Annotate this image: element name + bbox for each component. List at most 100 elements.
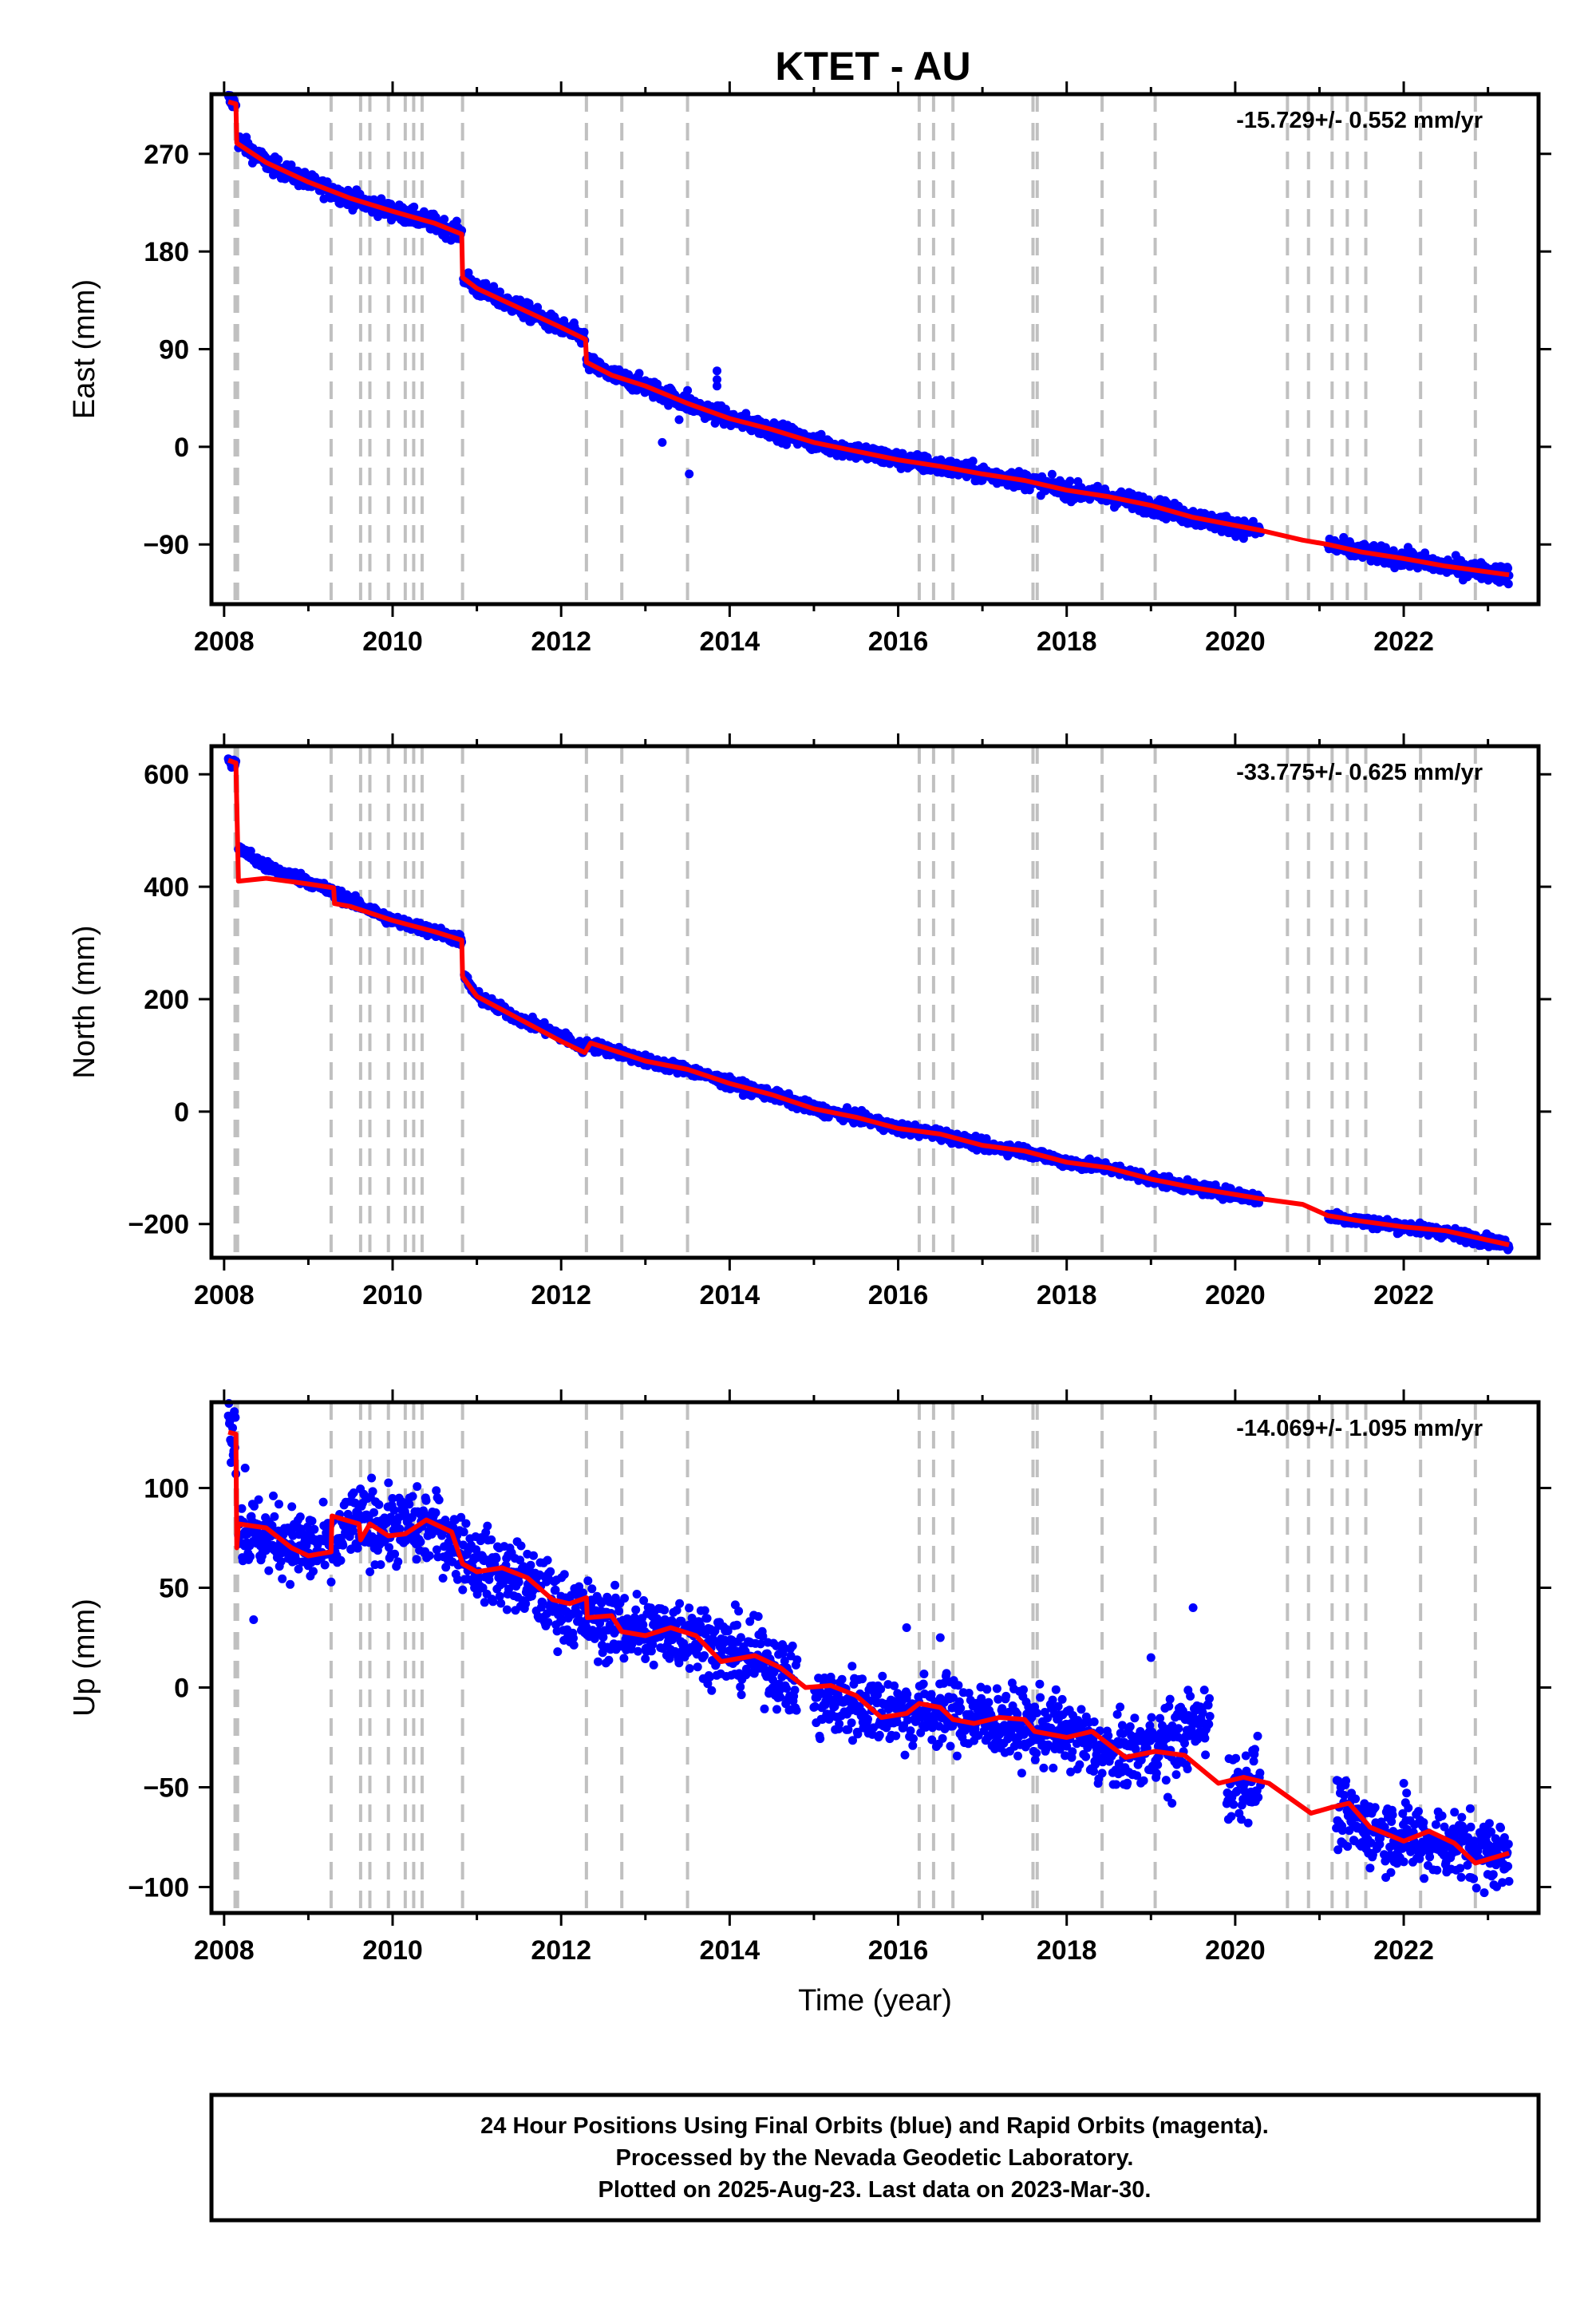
x-tick-label-2010: 2010 (362, 626, 423, 657)
x-tick-label-2018: 2018 (1037, 1280, 1097, 1310)
outlier-point-1 (683, 385, 693, 395)
data-point-125 (295, 1512, 305, 1522)
panels: 2008 2010 2012 2014 2016 2018 2020 2022 −90 0 90 18… (68, 81, 1551, 2018)
x-tick-label-2020: 2020 (1205, 626, 1266, 657)
data-point-379 (438, 1574, 448, 1583)
data-point-332 (412, 1555, 421, 1564)
data-point-628 (579, 327, 589, 337)
data-point-339 (416, 1537, 425, 1547)
data-point-1491 (1065, 476, 1075, 486)
data-point-87 (275, 1500, 283, 1509)
data-point-1048 (816, 429, 826, 439)
data-point-724 (634, 369, 644, 378)
data-point-333 (413, 1482, 422, 1492)
outlier-point-5 (685, 469, 694, 479)
data-point-420 (461, 1519, 471, 1528)
data-point-51 (254, 1495, 263, 1504)
data-point-249 (365, 1567, 375, 1576)
data-point-93 (278, 1574, 287, 1583)
x-tick-label-2016: 2016 (868, 1280, 929, 1310)
rate-label: -33.775+/- 0.625 mm/yr (1236, 760, 1483, 785)
data-point-77 (269, 1491, 278, 1500)
data-point-109 (286, 160, 296, 170)
y-tick-label-90: 90 (159, 335, 189, 366)
y-tick-label-270: 270 (144, 140, 189, 170)
rate-label: -15.729+/- 0.552 mm/yr (1236, 108, 1483, 133)
data-point-1459 (1047, 469, 1057, 479)
x-tick-label-2022: 2022 (1373, 626, 1434, 657)
data-point-69 (264, 1566, 274, 1575)
data-point-372 (434, 1496, 444, 1504)
y-tick-label-0: 0 (174, 1097, 189, 1128)
data-point-299 (393, 1557, 403, 1567)
chart-title: KTET - AU (775, 44, 970, 89)
data-point-107 (286, 1579, 295, 1589)
data-point-36 (246, 1551, 255, 1561)
data-point-166 (318, 1497, 328, 1507)
data-point-180 (326, 1577, 336, 1587)
data-point-2152 (1503, 563, 1513, 573)
y-tick-label-180: 180 (144, 237, 189, 267)
outlier-point-4 (658, 437, 667, 447)
data-point-146 (307, 1516, 317, 1526)
data-point-197 (336, 1555, 346, 1565)
y-tick-label-200: −200 (128, 1210, 189, 1240)
outlier-point-6 (713, 366, 721, 376)
x-tick-label-2014: 2014 (700, 1280, 760, 1310)
data-point-2153 (1503, 579, 1513, 589)
data-point-465 (487, 1535, 496, 1544)
x-tick-label-2018: 2018 (1037, 626, 1097, 657)
data-point-201 (338, 1540, 348, 1550)
data-point-467 (489, 282, 499, 291)
data-point-414 (458, 1585, 468, 1595)
data-point-254 (368, 1487, 377, 1496)
data-point-150 (310, 1524, 319, 1534)
y-axis-label: East (mm) (68, 279, 101, 419)
x-tick-label-2012: 2012 (531, 1280, 591, 1310)
x-tick-label-2020: 2020 (1205, 1280, 1266, 1310)
data-point-458 (483, 1521, 492, 1531)
data-point-169 (320, 1560, 330, 1570)
data-point-256 (369, 1508, 378, 1517)
data-point-1318 (968, 456, 978, 466)
x-tick-label-2022: 2022 (1373, 1280, 1434, 1310)
data-point-403 (452, 216, 461, 226)
data-point-13 (231, 1413, 240, 1422)
x-tick-label-2008: 2008 (194, 626, 255, 657)
x-tick-label-2016: 2016 (868, 626, 929, 657)
data-point-381 (440, 215, 449, 224)
data-point-282 (384, 1478, 393, 1488)
data-point-349 (421, 1496, 431, 1505)
data-point-293 (390, 1549, 400, 1559)
data-point-86 (274, 155, 283, 164)
y-tick-label-200: 200 (144, 985, 189, 1015)
outlier-point-7 (713, 375, 721, 385)
y-tick-label-0: 0 (174, 433, 189, 463)
data-point-79 (270, 1512, 279, 1521)
y-tick-label-90: −90 (143, 530, 189, 560)
data-point-265 (374, 1500, 384, 1509)
x-tick-label-2010: 2010 (362, 1280, 423, 1310)
x-tick-label-2014: 2014 (700, 626, 760, 657)
model-line (227, 99, 1510, 578)
data-point-478 (496, 287, 504, 297)
data-point-355 (425, 1551, 434, 1560)
y-tick-label-400: 400 (144, 872, 189, 903)
y-axis-label: North (mm) (68, 925, 101, 1078)
outlier-point-8 (713, 381, 721, 391)
panel-north-mm: 2008 2010 2012 2014 2016 2018 2020 2022 −200 0 200… (68, 733, 1551, 1310)
data-point-227 (353, 1543, 362, 1553)
data-point-110 (287, 1502, 297, 1512)
y-tick-label-600: 600 (144, 760, 189, 790)
outlier-point-2 (674, 415, 684, 425)
data-point-148 (309, 1567, 318, 1576)
x-tick-label-2012: 2012 (531, 626, 591, 657)
data-point-366 (431, 1508, 440, 1517)
data-point-416 (459, 1528, 468, 1537)
x-tick-label-2008: 2008 (194, 1280, 255, 1310)
panel-east-mm: 2008 2010 2012 2014 2016 2018 2020 2022 −90 0 90 18… (68, 81, 1551, 657)
data-point-327 (409, 202, 419, 211)
data-point-268 (376, 1560, 385, 1569)
